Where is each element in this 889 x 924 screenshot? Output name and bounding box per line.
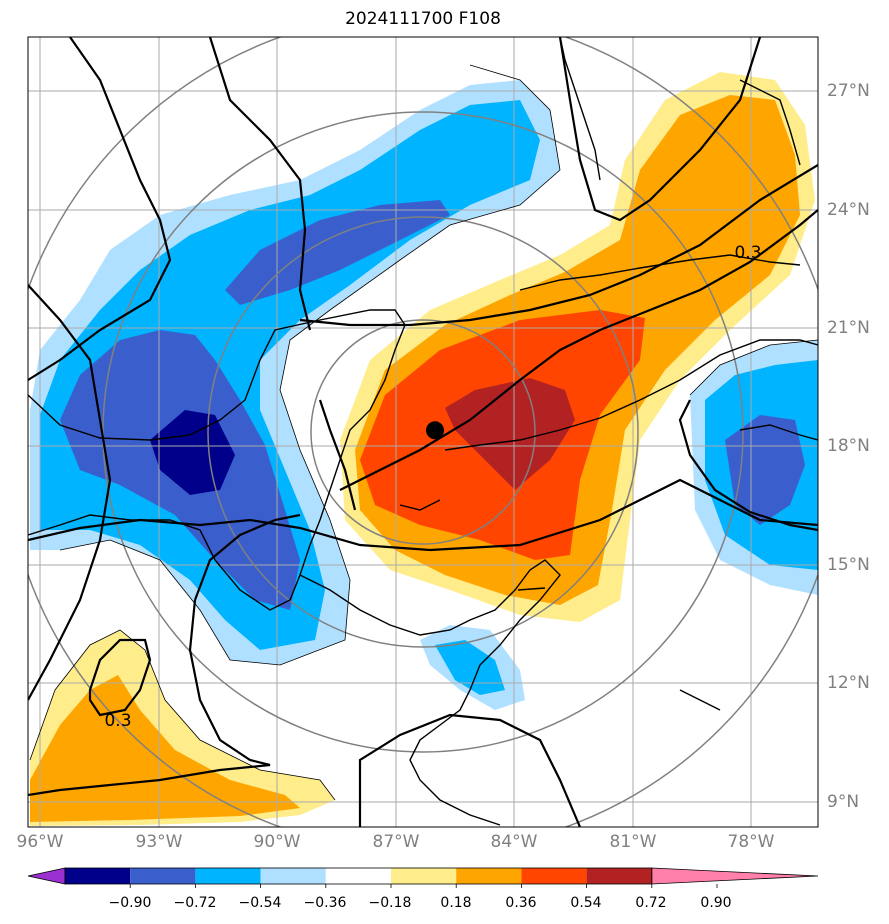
lon-label: 90°W (253, 832, 301, 852)
lon-label: 96°W (16, 832, 64, 852)
colorbar-tick-label: −0.54 (238, 895, 282, 911)
colorbar-segment (391, 868, 457, 884)
colorbar-frame (64, 867, 653, 885)
colorbar-segment (325, 868, 391, 884)
contour-label: 0.3 (734, 243, 761, 263)
colorbar-tick-label: 0.90 (700, 895, 732, 911)
lat-label: 18°N (827, 436, 870, 456)
lat-label: 21°N (827, 318, 870, 338)
colorbar-segment (586, 868, 652, 884)
colorbar-segment (456, 868, 522, 884)
lat-label: 15°N (827, 555, 870, 575)
colorbar-segment (195, 868, 261, 884)
lat-label: 24°N (827, 200, 870, 220)
lat-label: 12°N (827, 673, 870, 693)
colorbar-segment (260, 868, 326, 884)
colorbar-tick-label: 0.18 (440, 895, 472, 911)
lon-label: 78°W (727, 832, 775, 852)
lon-label: 93°W (135, 832, 183, 852)
map-title: 2024111700 F108 (345, 9, 501, 29)
colorbar-segment (521, 868, 587, 884)
lat-label: 27°N (827, 81, 870, 101)
coastlines (28, 37, 818, 826)
storm-center-marker (426, 421, 444, 440)
map-frame (27, 36, 819, 828)
colorbar-tick-label: −0.72 (173, 895, 217, 911)
colorbar-tick-label: 0.54 (570, 895, 602, 911)
thick-contours (28, 37, 818, 827)
contour-label: 0.3 (104, 711, 131, 731)
colorbar-extend-low (27, 867, 66, 885)
colorbar-tick-label: 0.72 (635, 895, 667, 911)
lon-label: 87°W (372, 832, 420, 852)
colorbar-segment (65, 868, 131, 884)
colorbar-tick-label: 0.36 (505, 895, 537, 911)
colorbar-tick-label: −0.36 (303, 895, 347, 911)
lat-label: 9°N (827, 792, 860, 812)
lon-label: 84°W (490, 832, 538, 852)
thin-contours (29, 64, 818, 801)
colorbar-tick-label: −0.18 (368, 895, 412, 911)
colorbar-segment (130, 868, 196, 884)
lon-label: 81°W (609, 832, 657, 852)
colorbar-tick-label: −0.90 (108, 895, 152, 911)
colorbar (27, 867, 819, 888)
colorbar-extend-high (651, 867, 819, 885)
graticule (28, 37, 818, 827)
